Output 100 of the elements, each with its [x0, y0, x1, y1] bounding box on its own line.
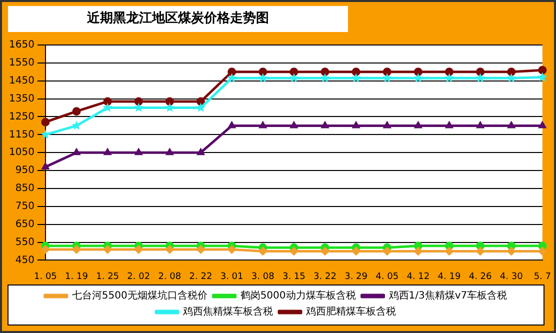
- point: [42, 162, 50, 170]
- point: [508, 121, 516, 128]
- point: [134, 102, 144, 112]
- x-tick-label: 3. 01: [220, 272, 244, 282]
- y-tick-label: 1250: [8, 111, 34, 122]
- y-tick-label: 1150: [8, 129, 34, 140]
- point: [320, 246, 330, 256]
- y-tick-label: 1450: [8, 75, 34, 86]
- point: [196, 97, 205, 106]
- point: [413, 73, 423, 82]
- x-tick-label: 2. 22: [189, 272, 212, 282]
- point: [196, 245, 205, 254]
- y-tick-label: 550: [15, 236, 34, 248]
- point: [351, 73, 361, 82]
- point: [507, 68, 516, 76]
- y-tick-label: 1550: [8, 58, 34, 69]
- point: [196, 148, 205, 156]
- y-tick-label: 850: [15, 183, 34, 194]
- point: [103, 97, 112, 106]
- point: [382, 73, 392, 82]
- x-tick-label: 3. 29: [344, 272, 368, 282]
- point: [321, 121, 329, 128]
- point: [104, 148, 112, 156]
- x-tick-label: 1. 25: [96, 272, 120, 282]
- point: [476, 73, 486, 82]
- legend-label: 七台河5500无烟煤坑口含税价: [72, 290, 208, 302]
- point: [102, 102, 112, 112]
- x-tick-label: 4. 30: [500, 272, 524, 282]
- point: [320, 68, 330, 76]
- point: [414, 246, 422, 256]
- point: [258, 68, 268, 76]
- legend-label: 鸡西肥精煤车板含税: [305, 306, 396, 318]
- legend-label: 鸡西焦精煤车板含税: [182, 306, 273, 318]
- point: [72, 107, 81, 116]
- point: [228, 245, 236, 254]
- y-tick-label: 1050: [8, 147, 34, 158]
- point: [290, 121, 298, 128]
- point: [166, 148, 174, 156]
- point: [538, 246, 547, 256]
- point: [290, 68, 298, 76]
- point: [258, 246, 268, 256]
- point: [444, 68, 454, 76]
- x-tick-label: 3. 08: [251, 272, 275, 282]
- point: [382, 246, 392, 256]
- x-tick-label: 4. 26: [468, 272, 492, 282]
- point: [538, 121, 546, 128]
- point: [383, 121, 391, 128]
- y-tick-label: 1350: [8, 93, 34, 104]
- point: [352, 246, 360, 256]
- point: [382, 68, 392, 76]
- x-tick-label: 4. 19: [438, 272, 461, 282]
- x-tick-label: 3. 15: [282, 272, 306, 282]
- point: [538, 66, 547, 74]
- point: [445, 121, 454, 128]
- point: [72, 120, 82, 130]
- point: [507, 246, 516, 256]
- point: [476, 121, 484, 128]
- point: [72, 245, 81, 254]
- point: [444, 73, 454, 82]
- y-tick-label: 750: [15, 200, 34, 212]
- point: [476, 68, 485, 76]
- y-tick-label: 950: [15, 165, 34, 176]
- point: [134, 148, 142, 156]
- x-tick-label: 1. 05: [34, 272, 57, 282]
- x-tick-label: 4. 05: [376, 272, 399, 282]
- point: [352, 121, 360, 128]
- x-tick-label: 5. 7: [534, 272, 552, 282]
- point: [103, 245, 112, 254]
- point: [228, 121, 236, 128]
- point: [165, 245, 174, 254]
- point: [352, 68, 360, 76]
- point: [41, 245, 50, 254]
- point: [320, 73, 330, 82]
- y-tick-label: 1650: [8, 40, 34, 51]
- point: [41, 118, 50, 126]
- chart-title: 近期黑龙江地区煤炭价格走势图: [8, 6, 348, 32]
- legend-label: 鸡西1/3焦精煤v7车板含税: [388, 290, 508, 302]
- point: [259, 121, 267, 128]
- point: [414, 68, 422, 76]
- point: [72, 148, 80, 156]
- x-tick-label: 2. 02: [127, 272, 150, 282]
- point: [196, 102, 206, 112]
- point: [290, 246, 298, 256]
- point: [506, 73, 516, 82]
- x-tick-label: 1. 19: [65, 272, 88, 282]
- x-tick-label: 2. 08: [158, 272, 182, 282]
- x-tick-label: 4. 12: [406, 272, 430, 282]
- x-tick-label: 3. 22: [314, 272, 336, 282]
- point: [538, 72, 548, 82]
- point: [227, 73, 237, 82]
- point: [134, 245, 143, 254]
- legend-label: 鹤岗5000动力煤车板含税: [240, 290, 356, 302]
- point: [134, 97, 143, 106]
- y-tick-label: 450: [15, 254, 34, 266]
- point: [289, 73, 299, 82]
- point: [228, 68, 236, 76]
- point: [258, 73, 268, 82]
- y-tick-label: 650: [15, 218, 34, 230]
- point: [165, 97, 174, 106]
- point: [414, 121, 422, 128]
